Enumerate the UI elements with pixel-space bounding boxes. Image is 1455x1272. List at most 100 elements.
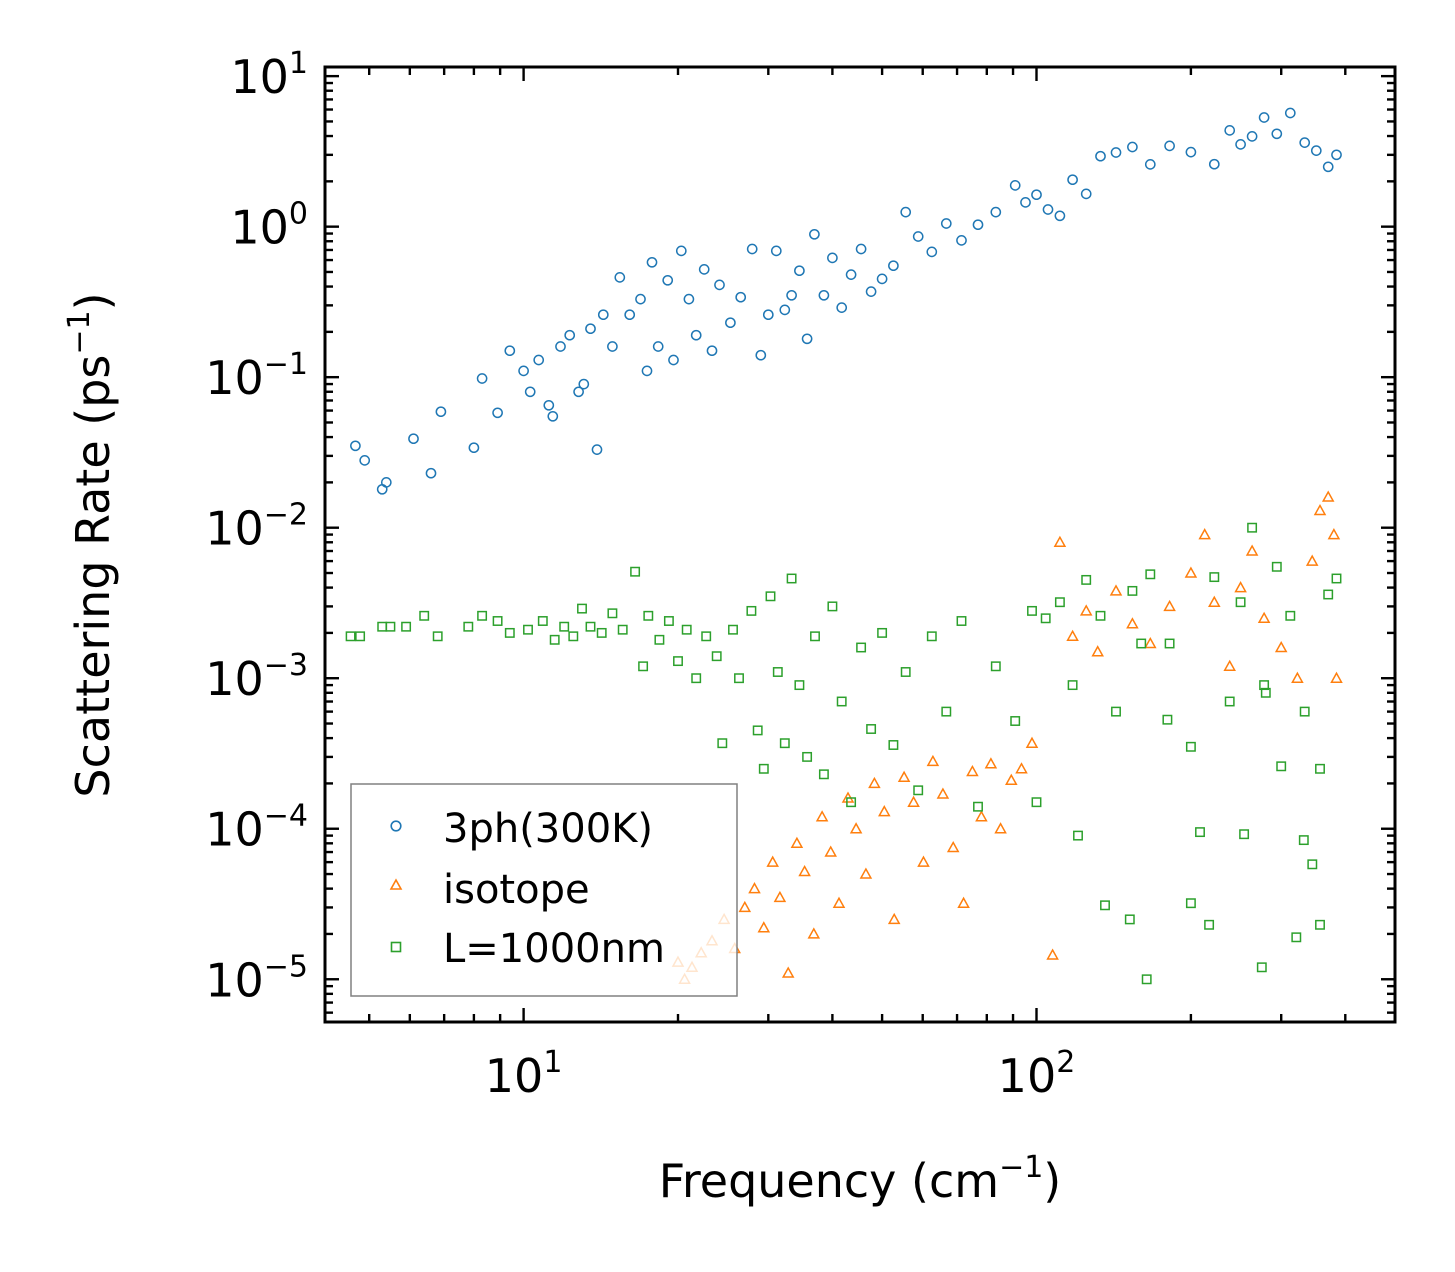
data-point [956, 235, 967, 246]
data-point [614, 272, 626, 283]
data-point [994, 822, 1007, 834]
y-tick-label: 100 [230, 197, 308, 255]
data-point [577, 603, 587, 614]
data-point [957, 896, 970, 908]
data-point [1315, 919, 1325, 930]
x-axis-title: Frequency (cm−1) [659, 1150, 1062, 1208]
data-point [738, 900, 752, 913]
data-point [681, 624, 692, 635]
data-point [1209, 572, 1220, 583]
data-point [1079, 604, 1093, 616]
data-point [913, 785, 924, 796]
data-point [1015, 762, 1028, 774]
data-point [555, 341, 566, 352]
data-point [824, 845, 837, 857]
data-point [641, 365, 653, 377]
data-point [984, 757, 998, 769]
legend-marker-isotope [389, 878, 403, 890]
data-point [345, 631, 356, 642]
data-point [1247, 522, 1258, 533]
data-point [1184, 566, 1198, 578]
data-point [1291, 671, 1304, 683]
data-point [1091, 645, 1104, 657]
data-point [350, 440, 361, 452]
data-point [1327, 528, 1341, 540]
data-point [779, 738, 790, 749]
data-point [781, 966, 795, 978]
data-point [735, 291, 747, 303]
y-tick-label: 10−1 [205, 347, 308, 405]
tick-labels: 101 102 101 100 10−1 10−2 10−3 10−4 10−5 [205, 46, 1075, 1103]
data-point [990, 206, 1002, 218]
data-point [827, 252, 838, 264]
data-point [432, 631, 443, 642]
data-point [624, 309, 636, 321]
data-point [1073, 830, 1083, 841]
data-point [1144, 636, 1157, 649]
data-point [1100, 900, 1110, 911]
data-point [1330, 671, 1343, 683]
data-point [683, 293, 695, 305]
data-point [1198, 528, 1211, 540]
data-point [643, 610, 654, 621]
data-point [1040, 613, 1051, 624]
data-point [564, 329, 576, 341]
data-point [748, 882, 761, 894]
data-point [1331, 149, 1342, 161]
data-point [476, 373, 488, 384]
data-point [815, 810, 829, 822]
data-point [1141, 974, 1152, 985]
data-point [762, 309, 774, 321]
data-point [419, 610, 430, 621]
data-point [786, 289, 797, 301]
data-point [1054, 210, 1066, 222]
data-point [668, 354, 679, 366]
y-tick-label: 10−2 [205, 498, 308, 556]
data-point [765, 591, 776, 602]
data-point [1162, 714, 1173, 725]
data-point [757, 921, 771, 933]
data-point [355, 631, 366, 642]
data-point [878, 805, 891, 817]
data-point [468, 442, 480, 454]
data-point [425, 467, 437, 479]
data-point [779, 304, 791, 316]
data-point [794, 265, 805, 277]
data-point [752, 725, 763, 736]
y-tick-label: 10−3 [205, 648, 308, 706]
data-point [1256, 962, 1267, 973]
legend-marker-l1000nm [390, 941, 402, 953]
data-point [607, 608, 618, 619]
data-point [734, 673, 744, 684]
data-point [547, 410, 559, 422]
data-point [578, 378, 590, 390]
data-point [941, 706, 952, 717]
data-point [877, 627, 888, 638]
data-point [1307, 859, 1318, 870]
data-point [766, 855, 779, 867]
data-point [435, 406, 447, 418]
y-tick-label: 10−5 [205, 949, 308, 1007]
data-point [691, 673, 702, 684]
data-point [972, 219, 984, 231]
data-point [698, 264, 710, 275]
data-point [1204, 919, 1215, 930]
data-point [966, 764, 979, 777]
data-point [477, 610, 488, 621]
data-point [543, 399, 555, 411]
data-point [888, 260, 899, 272]
series-0 [350, 107, 1342, 495]
data-point [818, 289, 830, 301]
data-point [596, 627, 607, 638]
data-point [673, 656, 683, 667]
data-point [463, 621, 474, 632]
data-point [714, 279, 725, 291]
data-point [1185, 898, 1196, 909]
data-point [818, 769, 829, 780]
data-point [794, 680, 805, 691]
ticks-layer [325, 67, 1397, 1022]
data-point [1235, 597, 1246, 608]
data-point [585, 621, 596, 632]
data-point [1163, 599, 1176, 612]
data-point [1042, 204, 1054, 215]
